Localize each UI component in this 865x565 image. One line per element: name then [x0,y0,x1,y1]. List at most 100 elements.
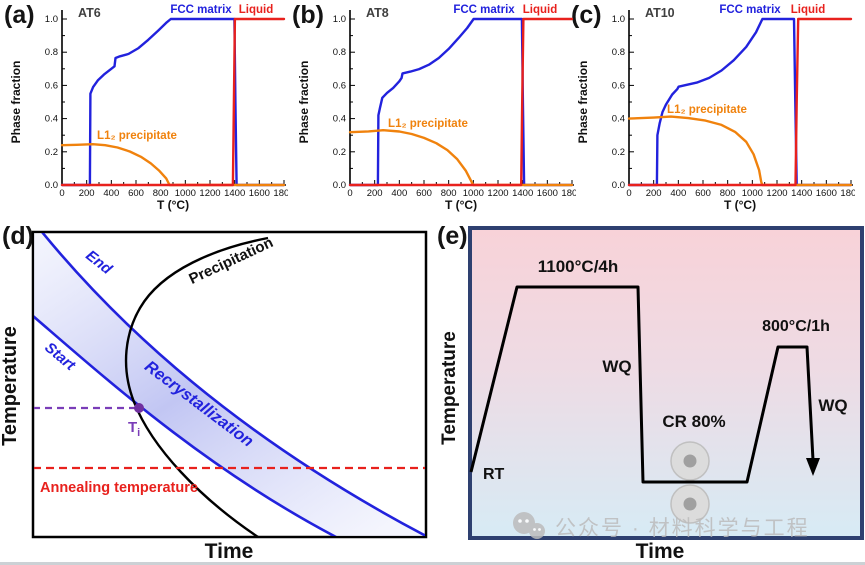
l12-precipitate-label: L1₂ precipitate [97,130,177,142]
panel-letter-e: (e) [437,222,468,250]
svg-text:1400: 1400 [791,188,812,199]
upper-roller-axle [683,454,697,468]
aging-label: 800°C/1h [762,318,830,335]
svg-text:1000: 1000 [742,188,763,199]
svg-text:0.2: 0.2 [333,147,346,158]
heat-treatment-diagram: RT 1100°C/4h WQ CR 80% 800°C/1h WQ Tempe… [439,226,864,563]
svg-text:800: 800 [720,188,736,199]
temperature-axis-label: Temperature [439,331,460,445]
ti-label: Ti [128,419,140,439]
svg-text:0.8: 0.8 [45,47,58,58]
panel-letter-a: (a) [4,1,35,29]
svg-text:0.4: 0.4 [612,114,625,125]
svg-text:800: 800 [153,188,169,199]
svg-text:0.6: 0.6 [45,80,58,91]
svg-text:0.8: 0.8 [612,47,625,58]
svg-text:1.0: 1.0 [333,14,346,25]
panel-letter-d: (d) [2,222,34,250]
watermark: 公众号 · 材料科学与工程 [512,512,810,542]
temperature-axis-label: Temperature [0,326,21,446]
sample-label: AT8 [366,6,389,20]
svg-text:1.0: 1.0 [612,14,625,25]
svg-text:0: 0 [347,188,352,199]
svg-text:0.0: 0.0 [612,180,625,191]
svg-text:0.2: 0.2 [612,147,625,158]
y-axis-label: Phase fraction [9,61,23,144]
watermark-text: 公众号 · 材料科学与工程 [555,517,810,540]
x-axis-label: T (°C) [445,198,477,212]
panel-letter-b: (b) [292,1,324,29]
svg-text:1.0: 1.0 [45,14,58,25]
time-axis-label: Time [205,540,254,563]
svg-text:400: 400 [391,188,407,199]
sample-label: AT10 [645,6,675,20]
water-quench-2-label: WQ [818,396,847,415]
svg-text:0.6: 0.6 [333,80,346,91]
ttt-diagram: End Start Recrystallization Precipitatio… [0,230,428,563]
svg-text:1200: 1200 [199,188,220,199]
svg-text:200: 200 [79,188,95,199]
water-quench-1-label: WQ [602,357,631,376]
liquid-label: Liquid [523,4,558,16]
svg-text:400: 400 [103,188,119,199]
svg-text:0.8: 0.8 [333,47,346,58]
heat-treatment-panel: RT 1100°C/4h WQ CR 80% 800°C/1h WQ Tempe… [435,220,865,565]
panel-letter-c: (c) [571,1,602,29]
svg-text:600: 600 [416,188,432,199]
svg-text:0: 0 [626,188,631,199]
fcc-matrix-label: FCC matrix [719,4,781,16]
svg-text:1200: 1200 [487,188,508,199]
recrystallization-end-curve [41,233,425,536]
recrystallization-start-curve [34,315,337,536]
x-axis-label: T (°C) [724,198,756,212]
temperature-time-profile [469,285,815,484]
svg-text:1200: 1200 [766,188,787,199]
annealing-temperature-label: Annealing temperature [40,480,198,496]
svg-text:400: 400 [670,188,686,199]
lower-roller-axle [683,497,697,511]
wechat-icon [513,512,545,539]
svg-text:600: 600 [128,188,144,199]
svg-text:0.6: 0.6 [612,80,625,91]
svg-text:0: 0 [59,188,64,199]
svg-text:1400: 1400 [512,188,533,199]
plot-frame [468,226,864,540]
svg-text:800: 800 [441,188,457,199]
svg-text:0.4: 0.4 [45,114,58,125]
wq-arrowhead [806,458,820,476]
svg-text:1400: 1400 [224,188,245,199]
l12-precipitate-label: L1₂ precipitate [667,104,747,116]
svg-text:0.0: 0.0 [45,180,58,191]
rolling-mill-rollers [670,441,710,524]
ttt-diagram-panel: End Start Recrystallization Precipitatio… [0,220,435,565]
precipitation-c-curve [124,236,269,536]
fcc-matrix-label: FCC matrix [170,4,232,16]
svg-text:1000: 1000 [463,188,484,199]
svg-text:1600: 1600 [249,188,270,199]
rt-label: RT [483,466,505,483]
liquid-label: Liquid [791,4,826,16]
svg-text:600: 600 [695,188,711,199]
svg-text:1000: 1000 [175,188,196,199]
cold-rolling-label: CR 80% [662,412,725,431]
fcc-matrix-label: FCC matrix [453,4,515,16]
liquid-label: Liquid [239,4,274,16]
sample-label: AT6 [78,6,101,20]
y-axis-label: Phase fraction [576,61,590,144]
solution-treatment-label: 1100°C/4h [538,257,619,276]
svg-text:1600: 1600 [537,188,558,199]
plot-frame [31,230,428,539]
